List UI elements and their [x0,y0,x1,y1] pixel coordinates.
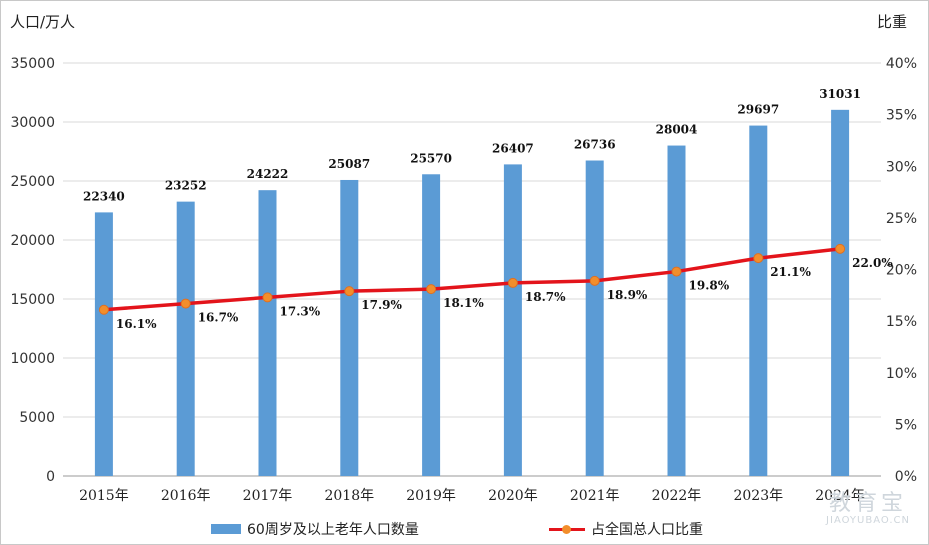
x-tick-label: 2022年 [652,488,702,504]
line-value-label: 21.1% [770,265,811,279]
watermark-logo: 教育宝 [829,491,908,516]
bar [503,164,522,476]
y-axis-right-label: 比重 [877,13,908,31]
y-tick-left: 35000 [10,56,55,72]
y-tick-right: 30% [886,159,917,175]
series-line [103,247,841,312]
x-tick-label: 2021年 [570,488,620,504]
bar [831,109,850,476]
bar [749,125,768,476]
y-tick-right: 15% [886,314,917,330]
y-axis-left-label: 人口/万人 [10,13,76,31]
line-point [344,286,355,297]
bar-value-label: 31031 [819,87,861,101]
x-tick-label: 2020年 [488,488,538,504]
bar-value-label: 24222 [247,167,289,181]
bar-value-label: 25087 [328,157,370,171]
y-tick-right: 20% [886,263,917,279]
bar [258,190,277,476]
legend-line-swatch [549,523,585,535]
line-point [426,284,437,295]
line-value-label: 17.3% [280,304,321,318]
line-value-label: 16.1% [116,317,157,331]
y-tick-left: 0 [46,469,55,485]
line-value-label: 19.8% [689,279,730,293]
watermark-url: JIAOYUBAO.CN [826,515,910,526]
bar [585,160,604,476]
line-value-label: 18.9% [607,288,648,302]
bar-value-label: 28004 [656,123,698,137]
x-tick-label: 2023年 [733,488,783,504]
y-tick-left: 20000 [10,233,55,249]
line-point [507,277,518,288]
bar-value-label: 25570 [410,151,452,165]
bar-value-label: 26407 [492,141,534,155]
x-tick-label: 2019年 [406,488,456,504]
line-point [671,266,682,277]
y-tick-left: 25000 [10,174,55,190]
legend-item-line: 占全国总人口比重 [549,519,703,539]
y-tick-right: 10% [886,366,917,382]
y-tick-left: 10000 [10,351,55,367]
x-tick-label: 2015年 [79,488,129,504]
bar [94,212,113,476]
x-tick-label: 2016年 [161,488,211,504]
line-point [98,304,109,315]
line-value-label: 16.7% [198,311,239,325]
line-value-label: 22.0% [852,256,893,270]
legend-bar-swatch [211,524,241,534]
line-point [589,275,600,286]
y-tick-right: 35% [886,108,917,124]
bar-value-label: 29697 [737,103,779,117]
bar [340,179,359,477]
watermark: 教育宝 JIAOYUBAO.CN [826,485,910,526]
line-point [180,298,191,309]
x-tick-label: 2024年 [815,488,865,504]
bar [422,174,441,477]
y-tick-right: 0% [895,469,917,485]
y-tick-right: 5% [895,417,917,433]
y-tick-right: 25% [886,211,917,227]
y-tick-left: 5000 [19,410,55,426]
bar-value-label: 23252 [165,179,207,193]
y-tick-right: 40% [886,56,917,72]
y-tick-left: 30000 [10,115,55,131]
x-tick-label: 2017年 [243,488,293,504]
bar [176,201,195,476]
line-point [262,292,273,303]
line-value-label: 18.7% [525,290,566,304]
bar-value-label: 22340 [83,189,125,203]
line-point [835,243,846,254]
legend-line-label: 占全国总人口比重 [591,522,703,538]
y-tick-left: 15000 [10,292,55,308]
legend-item-bars: 60周岁及以上老年人口数量 [211,519,419,539]
line-value-label: 18.1% [443,296,484,310]
x-tick-label: 2018年 [324,488,374,504]
line-value-label: 17.9% [361,298,402,312]
line-point [753,253,764,264]
bar [667,145,686,476]
legend-bar-label: 60周岁及以上老年人口数量 [247,522,419,538]
bar-value-label: 26736 [574,138,616,152]
